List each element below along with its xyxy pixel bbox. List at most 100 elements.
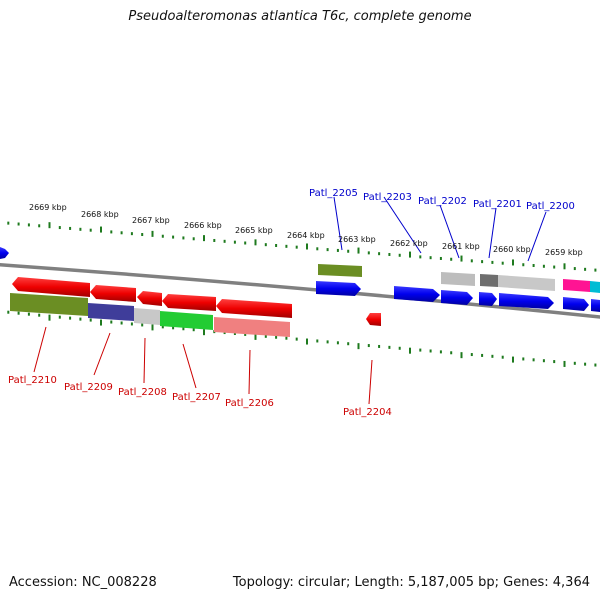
gene-label-patl-2207[interactable]: Patl_2207 bbox=[172, 392, 221, 403]
minor-tick bbox=[429, 256, 432, 260]
minor-tick bbox=[388, 345, 391, 349]
minor-tick bbox=[398, 346, 401, 350]
gene-arrow-right-1 bbox=[563, 297, 589, 311]
gene-arrow-patl-2201 bbox=[479, 292, 497, 306]
minor-tick bbox=[17, 311, 20, 315]
minor-tick bbox=[223, 239, 226, 243]
gene-arrow-patl-2202 bbox=[441, 290, 473, 305]
genome-backbone bbox=[0, 262, 600, 319]
cog-block-green-bottom bbox=[160, 311, 213, 330]
minor-tick bbox=[89, 318, 92, 322]
minor-tick bbox=[192, 328, 195, 332]
minor-tick bbox=[336, 248, 339, 252]
tick-labels: 2669 kbp 2668 kbp 2667 kbp 2666 kbp 2665… bbox=[29, 203, 583, 257]
minor-tick bbox=[7, 310, 10, 314]
minor-tick bbox=[573, 267, 576, 271]
gene-arrow-patl-2208 bbox=[137, 291, 162, 306]
minor-tick bbox=[388, 252, 391, 256]
tick-label: 2669 kbp bbox=[29, 203, 67, 212]
minor-tick bbox=[522, 263, 525, 267]
minus-strand-gene-labels: Patl_2210 Patl_2209 Patl_2208 Patl_2207 … bbox=[8, 375, 392, 418]
minor-tick bbox=[295, 245, 298, 249]
minor-tick bbox=[450, 351, 453, 355]
minor-tick bbox=[347, 342, 350, 346]
minor-tick bbox=[594, 363, 597, 367]
minor-tick bbox=[120, 231, 123, 235]
gene-arrow-patl-2207 bbox=[162, 294, 216, 311]
plus-strand-gene-labels: Patl_2205 Patl_2203 Patl_2202 Patl_2201 … bbox=[309, 188, 575, 212]
minor-tick bbox=[17, 222, 20, 226]
minor-tick bbox=[336, 341, 339, 345]
minor-tick bbox=[172, 326, 175, 330]
minor-tick bbox=[481, 260, 484, 264]
gene-label-patl-2202[interactable]: Patl_2202 bbox=[418, 196, 467, 207]
major-tick bbox=[357, 247, 360, 254]
gene-label-patl-2204[interactable]: Patl_2204 bbox=[343, 407, 392, 418]
tick-label: 2668 kbp bbox=[81, 210, 119, 219]
gene-label-patl-2206[interactable]: Patl_2206 bbox=[225, 398, 274, 409]
cog-block-magenta-top bbox=[563, 279, 590, 292]
minor-tick bbox=[244, 332, 247, 336]
tick-label: 2660 kbp bbox=[493, 245, 531, 254]
minor-tick bbox=[38, 224, 41, 228]
cog-track-plus bbox=[318, 264, 600, 293]
gene-label-patl-2203[interactable]: Patl_2203 bbox=[363, 192, 412, 203]
cog-block-olive-top bbox=[318, 264, 362, 277]
minor-tick bbox=[491, 260, 494, 264]
minor-tick bbox=[141, 323, 144, 327]
gene-arrow-patl-2205 bbox=[316, 281, 361, 296]
minor-tick bbox=[213, 238, 216, 242]
minor-tick bbox=[584, 267, 587, 271]
major-tick bbox=[151, 324, 154, 331]
tick-label: 2661 kbp bbox=[442, 242, 480, 251]
minor-tick bbox=[79, 317, 82, 321]
minor-tick bbox=[295, 337, 298, 341]
major-tick bbox=[48, 314, 51, 321]
major-tick bbox=[512, 356, 514, 363]
minor-tick bbox=[347, 249, 350, 253]
minor-tick bbox=[233, 240, 236, 244]
major-tick bbox=[100, 319, 102, 326]
cog-block-cyan-top bbox=[590, 281, 600, 293]
minor-tick bbox=[522, 357, 525, 361]
gene-arrow-patl-2209 bbox=[90, 285, 136, 302]
tick-label: 2666 kbp bbox=[184, 221, 222, 230]
tick-label: 2667 kbp bbox=[132, 216, 170, 225]
minor-tick bbox=[316, 247, 319, 251]
label-leader-lines bbox=[33, 196, 547, 405]
minor-tick bbox=[69, 226, 72, 230]
minor-tick bbox=[285, 336, 288, 340]
gene-label-patl-2208[interactable]: Patl_2208 bbox=[118, 387, 167, 398]
minor-tick bbox=[38, 313, 41, 317]
tick-track-outer bbox=[7, 221, 597, 272]
major-tick bbox=[409, 251, 411, 258]
minor-tick bbox=[27, 223, 30, 227]
gene-label-patl-2209[interactable]: Patl_2209 bbox=[64, 382, 113, 393]
cog-block-salmon-bottom bbox=[214, 317, 290, 337]
minor-tick bbox=[470, 353, 473, 357]
minor-tick bbox=[439, 256, 442, 260]
minor-tick bbox=[120, 321, 123, 325]
cog-block-grey-top-2 bbox=[498, 275, 555, 291]
minor-tick bbox=[130, 232, 133, 236]
tick-label: 2659 kbp bbox=[545, 248, 583, 257]
gene-arrow-patl-2206 bbox=[216, 299, 292, 318]
minor-tick bbox=[367, 344, 370, 348]
gene-label-patl-2201[interactable]: Patl_2201 bbox=[473, 199, 522, 210]
minor-tick bbox=[398, 253, 401, 257]
tick-label: 2664 kbp bbox=[287, 231, 325, 240]
minor-tick bbox=[419, 255, 422, 259]
gene-arrow-patl-2203 bbox=[394, 286, 440, 302]
cog-track-minus bbox=[10, 293, 290, 337]
minor-tick bbox=[470, 259, 473, 263]
gene-label-patl-2205[interactable]: Patl_2205 bbox=[309, 188, 358, 199]
map-title: Pseudoalteromonas atlantica T6c, complet… bbox=[128, 9, 472, 24]
minor-tick bbox=[264, 243, 267, 247]
minor-tick bbox=[110, 320, 113, 324]
gene-label-patl-2210[interactable]: Patl_2210 bbox=[8, 375, 57, 386]
gene-label-patl-2200[interactable]: Patl_2200 bbox=[526, 201, 575, 212]
minor-tick bbox=[542, 359, 545, 363]
minor-tick bbox=[275, 244, 278, 248]
minus-strand-genes bbox=[12, 277, 381, 326]
